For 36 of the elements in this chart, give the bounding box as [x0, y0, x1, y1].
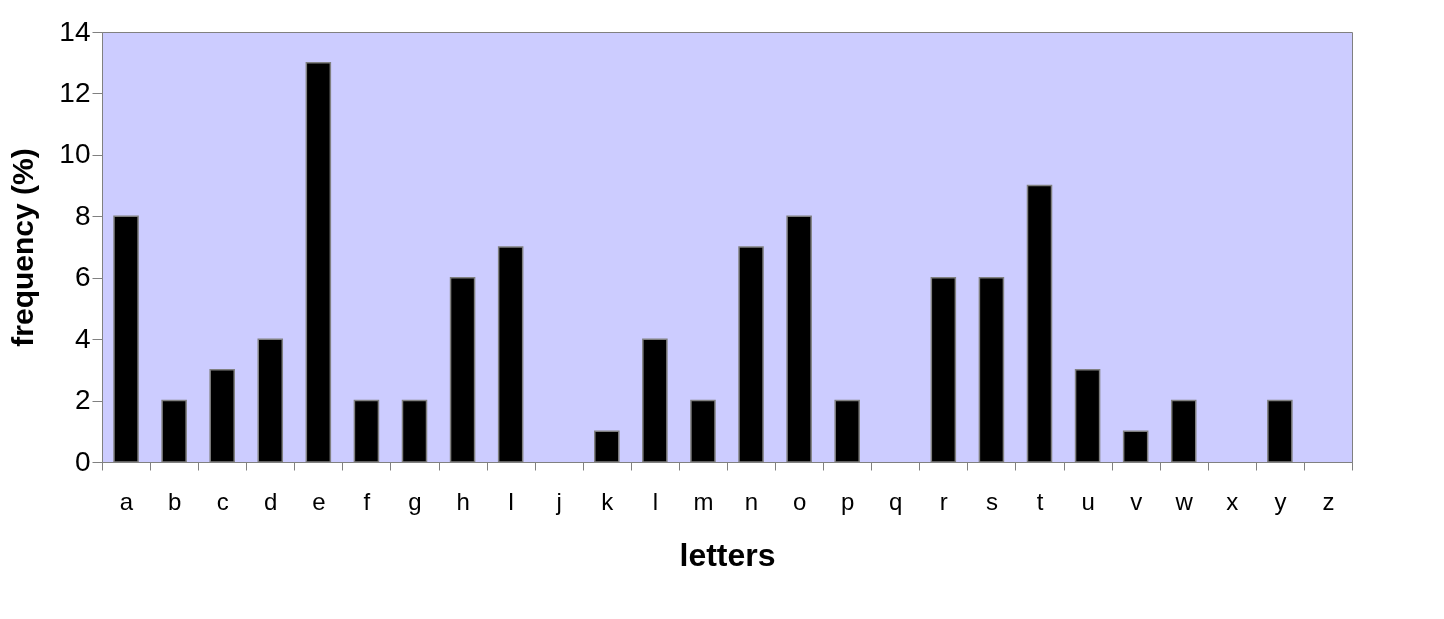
x-tick-label: g [408, 487, 422, 515]
x-tick-label: t [1036, 487, 1044, 515]
x-tick-label: o [792, 487, 807, 515]
x-tick-label: y [1274, 487, 1287, 515]
x-tick-label: v [1130, 487, 1143, 515]
y-tick-label: 6 [74, 261, 91, 293]
x-tick-label: b [167, 487, 182, 515]
x-tick-label: u [1081, 487, 1095, 515]
x-tick-label: j [555, 487, 562, 515]
x-tick-label: I [507, 487, 515, 515]
x-tick-label: w [1174, 487, 1194, 515]
x-tick-label: n [744, 487, 759, 515]
x-tick-label: a [119, 487, 134, 515]
y-axis-title: frequency (%) [6, 148, 40, 347]
x-tick-label: f [363, 487, 371, 515]
x-tick-label: d [264, 487, 278, 515]
x-tick-label: h [456, 487, 470, 515]
x-tick-label: e [312, 487, 326, 515]
x-tick-label: p [841, 487, 855, 515]
y-tick-label: 8 [74, 199, 91, 231]
y-tick-label: 4 [74, 322, 91, 354]
x-tick-label: l [652, 487, 659, 515]
y-tick-label: 10 [59, 138, 91, 170]
y-tick-label: 14 [59, 15, 91, 47]
y-tick-label: 2 [74, 384, 91, 416]
x-tick-label: q [889, 487, 903, 515]
x-axis-title: letters [679, 536, 776, 573]
x-tick-label: z [1322, 487, 1335, 515]
x-tick-label: c [216, 487, 229, 515]
x-tick-label: s [985, 487, 998, 515]
x-tick-label: x [1226, 487, 1239, 515]
y-tick-label: 0 [74, 445, 91, 477]
x-tick-label: r [939, 487, 948, 515]
x-tick-label: m [693, 487, 714, 515]
y-tick-label: 12 [59, 76, 91, 108]
x-tick-label: k [601, 487, 615, 515]
